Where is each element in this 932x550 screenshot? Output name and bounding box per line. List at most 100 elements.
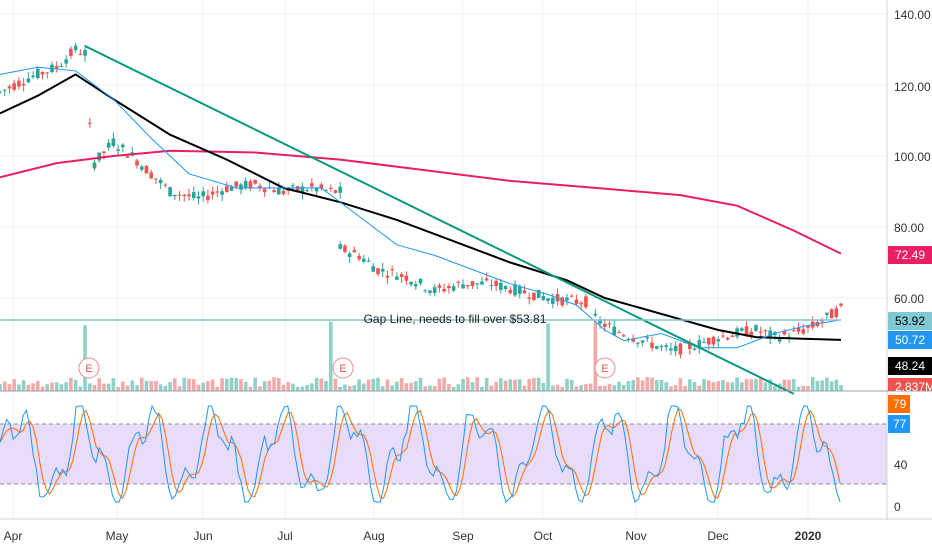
candle-body-124 <box>574 299 579 304</box>
candle-body-162 <box>758 331 763 333</box>
time-axis[interactable]: Apr May Jun Jul Aug Sep Oct Nov Dec 2020 <box>4 529 822 543</box>
earnings-markers: E E E <box>78 357 616 379</box>
volume-bar-81 <box>380 386 385 391</box>
candle-body-84 <box>385 275 390 278</box>
volume-bar-73 <box>343 384 347 391</box>
candle-body-77 <box>352 250 357 253</box>
price-tick-80: 80.00 <box>894 221 924 235</box>
volume-bar-110 <box>517 379 522 391</box>
gap-line-annotation: Gap Line, needs to fill over $53.81 <box>364 312 547 326</box>
volume-bar-178 <box>839 385 843 391</box>
volume-bar-159 <box>749 379 754 391</box>
volume-bar-74 <box>347 385 352 391</box>
volume-bar-54 <box>253 377 257 391</box>
volume-bar-96 <box>451 386 456 391</box>
candle-body-1 <box>2 89 7 91</box>
candle-body-0 <box>0 91 2 93</box>
candle-body-145 <box>678 343 683 355</box>
volume-bar-80 <box>376 377 380 391</box>
candle-body-37 <box>168 187 172 197</box>
candle-body-55 <box>253 179 257 184</box>
volume-bar-40 <box>187 378 191 391</box>
volume-bar-56 <box>262 381 267 391</box>
candle-body-112 <box>517 285 522 294</box>
candle-body-89 <box>409 281 413 285</box>
candle-body-149 <box>697 340 702 349</box>
volume-bar-157 <box>740 382 744 391</box>
candle-body-88 <box>404 275 409 281</box>
candle-body-50 <box>229 187 234 191</box>
volume-bar-145 <box>683 385 687 391</box>
volume-bar-112 <box>527 379 531 391</box>
ma200-price-badge <box>888 246 932 264</box>
volume-bar-100 <box>470 382 475 391</box>
volume-bar-42 <box>196 384 201 391</box>
candle-body-27 <box>121 144 125 148</box>
candle-body-56 <box>258 185 262 189</box>
earnings-marker-1[interactable] <box>78 357 100 379</box>
candle-body-96 <box>442 288 446 292</box>
volume-bar-151 <box>711 382 716 391</box>
ma200-price-label: 72.49 <box>895 248 925 262</box>
candle-body-119 <box>551 297 555 304</box>
candle-body-151 <box>706 337 711 345</box>
volume-bar-10 <box>45 384 50 391</box>
volume-bar-21 <box>97 378 102 391</box>
volume-bar-5 <box>21 380 26 391</box>
volume-bar-19 <box>87 383 92 391</box>
candle-body-44 <box>201 191 205 197</box>
volume-bar-27 <box>125 385 130 391</box>
candle-body-122 <box>565 297 569 301</box>
volume-bar-171 <box>806 385 810 391</box>
volume-bar-168 <box>792 379 796 391</box>
earnings-marker-3[interactable] <box>594 357 616 379</box>
candle-body-101 <box>465 284 470 287</box>
volume-bar-50 <box>234 378 239 391</box>
candle-body-148 <box>692 348 697 350</box>
volume-bar-66 <box>310 383 314 391</box>
candle-body-40 <box>182 194 187 196</box>
candle-body-70 <box>324 189 328 191</box>
candle-body-76 <box>347 253 352 257</box>
volume-bar-174 <box>820 380 824 391</box>
price-axis[interactable]: 140.00 120.00 100.00 80.00 60.00 <box>894 8 931 306</box>
candle-body-32 <box>144 166 149 174</box>
candle-body-61 <box>281 191 286 195</box>
volume-bar-11 <box>50 382 54 391</box>
candle-body-164 <box>768 330 772 338</box>
volume-bar-172 <box>810 377 815 391</box>
stoch-d-line <box>0 407 841 499</box>
candle-body-25 <box>111 138 116 147</box>
volume-bar-38 <box>177 386 182 391</box>
candle-body-130 <box>607 323 612 325</box>
volume-bar-44 <box>206 380 210 391</box>
volume-bar-128 <box>603 385 607 391</box>
osc-tick-40: 40 <box>894 458 908 472</box>
volume-bar-51 <box>239 379 243 391</box>
candle-body-7 <box>31 75 35 78</box>
price-tick-60: 60.00 <box>894 292 924 306</box>
candle-body-161 <box>754 325 758 331</box>
candle-body-15 <box>69 48 73 56</box>
candle-body-160 <box>749 331 754 336</box>
volume-bar-82 <box>385 379 390 391</box>
candle-body-4 <box>17 80 21 87</box>
candle-body-46 <box>210 191 215 195</box>
candle-body-147 <box>688 343 692 350</box>
candle-body-104 <box>480 281 484 285</box>
volume-bar-131 <box>617 381 621 391</box>
earnings-marker-2[interactable] <box>332 357 354 379</box>
candle-body-68 <box>314 187 319 192</box>
volume-bar-135 <box>636 377 640 391</box>
price-candles <box>0 42 843 359</box>
volume-bar-43 <box>201 382 205 391</box>
candle-body-132 <box>617 332 621 334</box>
volume-bar-154 <box>725 382 730 391</box>
volume-bar-15 <box>69 377 73 391</box>
volume-bar-31 <box>144 380 149 391</box>
volume-bar-156 <box>735 377 739 391</box>
candle-body-24 <box>106 142 111 148</box>
candle-body-83 <box>380 268 385 272</box>
candle-body-98 <box>451 286 456 291</box>
